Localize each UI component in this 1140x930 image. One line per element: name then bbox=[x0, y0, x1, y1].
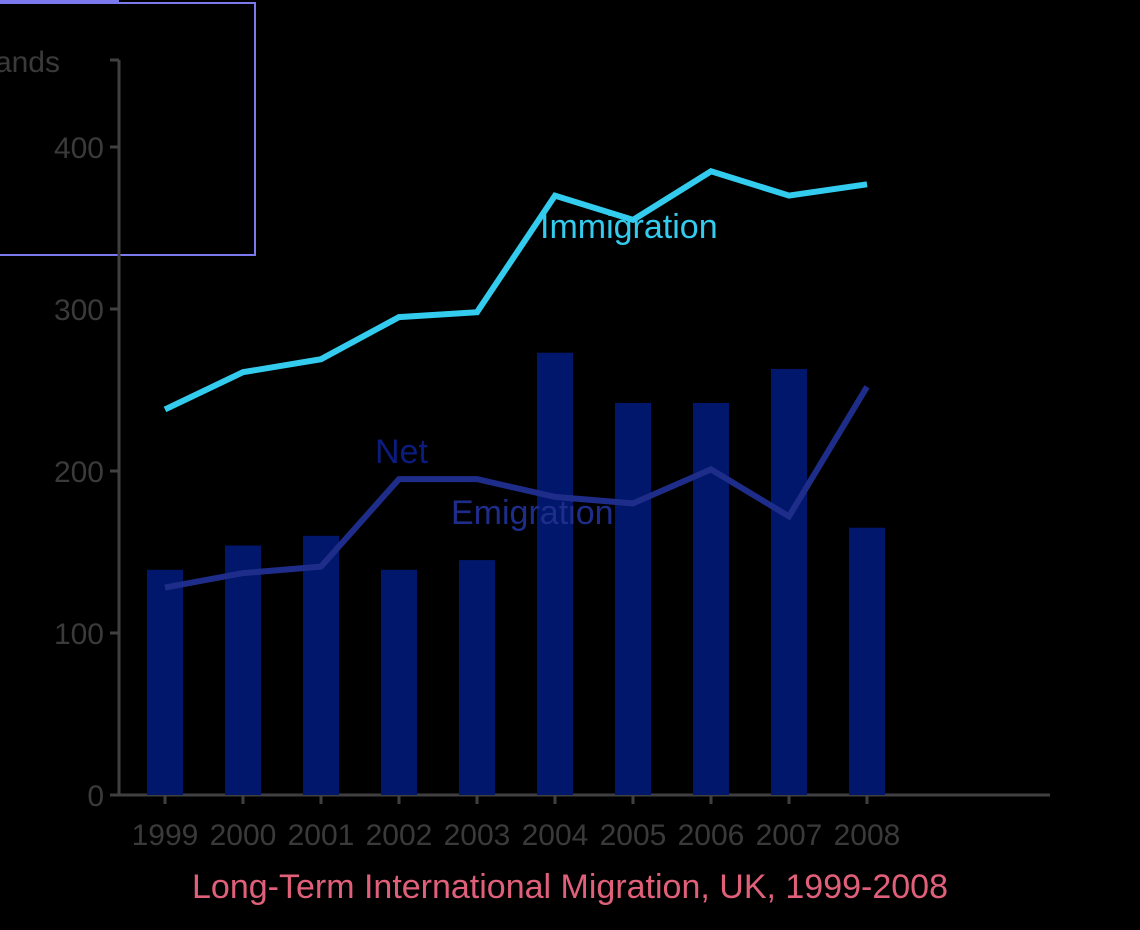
x-tick-label: 1999 bbox=[132, 819, 199, 852]
y-tick-label: 100 bbox=[54, 618, 104, 651]
y-tick-label: 200 bbox=[54, 456, 104, 489]
series-label-immigration: Immigration bbox=[540, 208, 718, 246]
series-lines bbox=[163, 168, 870, 591]
x-ticks: 1999 2000 2001 2002 2003 2004 2005 2006 2007 2008 bbox=[132, 795, 901, 852]
overlay-box bbox=[0, 2, 256, 256]
y-ticks: 0 100 200 300 400 bbox=[54, 58, 119, 813]
x-tick-label: 2004 bbox=[522, 819, 589, 852]
series-label-emigration: Emigration bbox=[451, 494, 614, 532]
net-bar bbox=[771, 368, 807, 795]
chart-title: Long-Term International Migration, UK, 1… bbox=[192, 868, 948, 906]
y-tick-label: 0 bbox=[87, 780, 104, 813]
x-tick-label: 2005 bbox=[600, 819, 667, 852]
y-tick-label: 400 bbox=[54, 132, 104, 165]
x-tick-label: 2002 bbox=[366, 819, 433, 852]
x-tick-label: 2006 bbox=[678, 819, 745, 852]
net-bars bbox=[147, 352, 885, 795]
y-axis-label: Thousands bbox=[0, 46, 60, 79]
net-bar bbox=[225, 545, 261, 795]
net-bar bbox=[381, 569, 417, 795]
x-tick-label: 2003 bbox=[444, 819, 511, 852]
x-tick-label: 2000 bbox=[210, 819, 277, 852]
x-tick-label: 2008 bbox=[834, 819, 901, 852]
net-bar bbox=[303, 535, 339, 795]
net-bar bbox=[615, 402, 651, 795]
net-bar bbox=[693, 402, 729, 795]
series-label-net: Net bbox=[375, 433, 428, 471]
net-bar bbox=[459, 560, 495, 795]
y-tick-label: 300 bbox=[54, 294, 104, 327]
overlay-box-tab bbox=[0, 0, 119, 3]
x-tick-label: 2001 bbox=[288, 819, 355, 852]
immigration-line bbox=[163, 168, 868, 413]
net-bar bbox=[537, 352, 573, 795]
emigration-line bbox=[164, 385, 870, 591]
net-bar bbox=[849, 527, 885, 795]
x-tick-label: 2007 bbox=[756, 819, 823, 852]
net-bar bbox=[147, 569, 183, 795]
